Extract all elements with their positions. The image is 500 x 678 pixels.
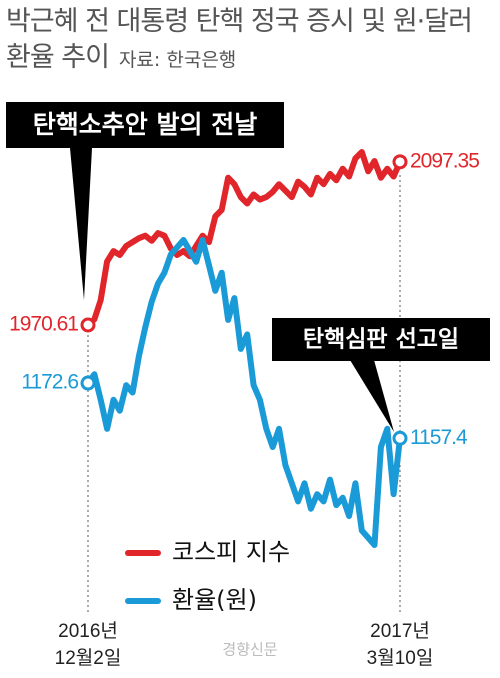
end-marker [80,375,96,391]
watermark: 경향신문 [222,641,277,659]
legend-label: 환율(원) [172,586,257,614]
value-label: 2097.35 [410,149,479,172]
value-label: 1172.6 [21,371,78,394]
legend-label: 코스피 지수 [172,538,290,566]
x-tick-label: 2016년 12월2일 [54,621,122,669]
end-marker [392,154,408,170]
annotation: 탄핵심판 선고일 [303,327,459,353]
annotation-pointer [350,360,394,432]
value-label: 1970.61 [9,313,78,336]
value-label: 1157.4 [410,426,468,449]
annotation-pointer [70,148,92,300]
line [85,237,403,548]
annotation: 탄핵소추안 발의 전날 [33,110,257,139]
chart-title: 박근혜 전 대통령 탄핵 정국 증시 및 원·달러 환율 추이 [6,6,473,73]
annotation-box [272,318,490,361]
header: 박근혜 전 대통령 탄핵 정국 증시 및 원·달러 환율 추이 자료: 한국은행 [6,4,476,78]
annotation-box [6,102,284,148]
line [86,149,403,328]
x-tick-label: 2017년 3월10일 [366,621,434,669]
end-marker [80,317,96,333]
end-marker [392,430,408,446]
source: 자료: 한국은행 [118,49,237,71]
